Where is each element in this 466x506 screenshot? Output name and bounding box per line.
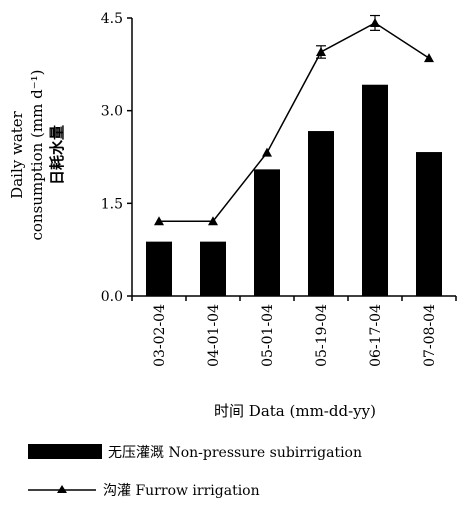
y-axis-label: Daily water consumption (mm d⁻¹) 日耗水量	[8, 69, 66, 240]
furrow-line	[159, 22, 430, 222]
y-axis-label-line-2: consumption (mm d⁻¹)	[28, 69, 46, 240]
bar	[416, 152, 442, 296]
legend: 无压灌溉 Non-pressure subirrigation 沟灌 Furro…	[28, 444, 362, 499]
line-point	[316, 46, 326, 56]
x-tick-label: 04-01-04	[206, 304, 222, 367]
x-tick-label: 03-02-04	[152, 304, 168, 367]
y-axis-label-line-1: Daily water	[8, 110, 26, 198]
y-tick-label: 0.0	[101, 289, 123, 305]
bar	[254, 169, 280, 296]
bar	[146, 241, 172, 296]
line-point	[424, 53, 434, 63]
y-axis-label-line-3: 日耗水量	[48, 125, 66, 185]
line-point	[370, 17, 380, 27]
y-tick-label: 1.5	[101, 196, 123, 212]
line-point	[208, 216, 218, 226]
axes	[131, 18, 456, 297]
x-tick-label: 05-19-04	[314, 304, 330, 367]
line-point	[154, 216, 164, 226]
x-tick-label: 05-01-04	[260, 304, 276, 367]
bar	[308, 131, 334, 296]
bars	[146, 84, 442, 296]
x-axis-label: 时间 Data (mm-dd-yy)	[214, 402, 376, 420]
legend-line-marker	[57, 485, 67, 493]
legend-bar-label: 无压灌溉 Non-pressure subirrigation	[108, 445, 362, 461]
line-point	[262, 147, 272, 157]
legend-bar-swatch	[28, 444, 102, 459]
y-tick-label: 3.0	[101, 104, 123, 120]
bar	[362, 84, 388, 296]
x-tick-label: 07-08-04	[422, 304, 438, 367]
legend-line-label: 沟灌 Furrow irrigation	[103, 483, 260, 499]
y-tick-label: 4.5	[101, 11, 123, 27]
x-tick-label: 06-17-04	[368, 304, 384, 367]
line-series	[154, 14, 434, 226]
bar	[200, 241, 226, 296]
y-ticks: 0.0 1.5 3.0 4.5	[101, 11, 132, 305]
x-ticks: 03-02-04 04-01-04 05-01-04 05-19-04 06-17-04…	[131, 296, 457, 367]
